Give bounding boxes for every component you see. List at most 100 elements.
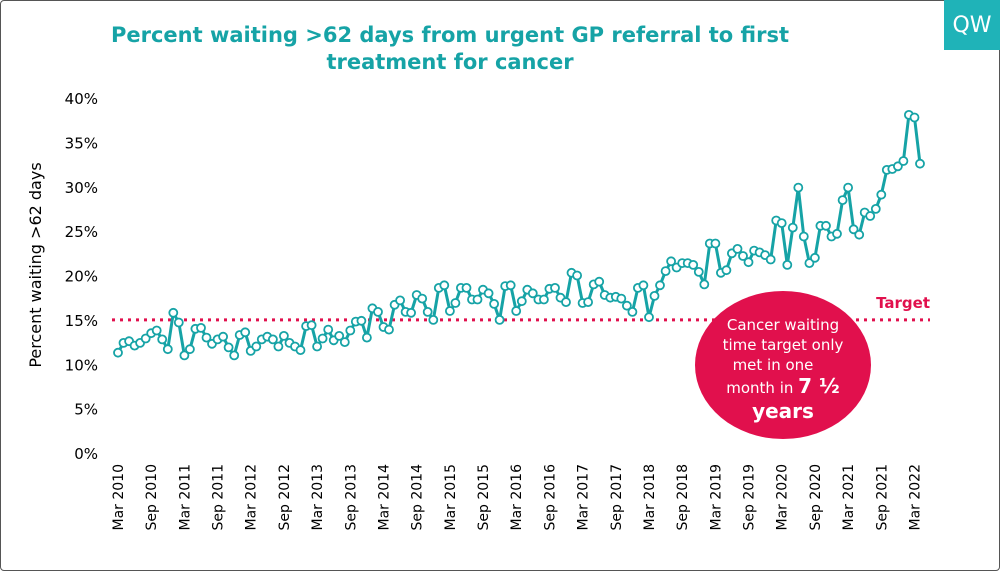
x-tick-label: Sep 2012 [277, 464, 293, 530]
annotation-line3: met in one [733, 356, 814, 374]
data-point [765, 254, 776, 265]
annotation-line4-b: 7 ½ [798, 374, 840, 398]
annotation-line4: month in 7 ½ [726, 374, 840, 398]
data-point [395, 295, 406, 306]
data-point [832, 228, 842, 239]
data-point [505, 280, 516, 291]
data-point [616, 293, 627, 304]
data-point [494, 314, 505, 325]
data-point [251, 341, 262, 352]
x-tick-label: Mar 2014 [376, 464, 392, 531]
data-point [417, 293, 428, 304]
data-point [168, 307, 179, 318]
data-point [649, 290, 660, 301]
data-point [909, 112, 920, 123]
data-point [837, 195, 848, 206]
y-tick-label: 20% [65, 268, 98, 286]
data-point [776, 218, 787, 229]
data-point [373, 306, 383, 317]
data-point [406, 307, 417, 318]
data-point [267, 334, 278, 345]
x-tick-label: Sep 2013 [343, 464, 359, 530]
data-point [876, 189, 887, 200]
data-point [821, 220, 831, 231]
data-point [184, 344, 195, 355]
data-point [710, 238, 721, 249]
annotation-line4-a: month in [726, 379, 798, 397]
data-point [439, 280, 450, 291]
data-point [561, 297, 571, 308]
x-tick-label: Mar 2021 [841, 464, 857, 531]
x-tick-label: Sep 2016 [542, 464, 558, 531]
data-point [638, 280, 649, 291]
data-point [688, 259, 699, 270]
data-point [550, 282, 560, 293]
x-tick-label: Mar 2015 [443, 464, 459, 531]
x-tick-label: Mar 2022 [907, 464, 923, 531]
x-tick-label: Sep 2018 [675, 464, 691, 530]
data-point [361, 332, 372, 343]
data-point [572, 270, 582, 281]
x-tick-label: Sep 2014 [410, 464, 426, 531]
data-point [583, 297, 593, 308]
target-label: Target [876, 294, 930, 312]
data-point [738, 251, 748, 261]
data-point [229, 350, 240, 361]
data-point [655, 280, 665, 291]
x-tick-label: Mar 2013 [310, 464, 326, 531]
data-point [334, 330, 345, 341]
data-point [594, 276, 605, 287]
data-point [622, 300, 632, 311]
data-point [743, 257, 754, 268]
x-tick-label: Mar 2010 [111, 464, 127, 531]
data-point [472, 294, 483, 305]
data-point [721, 265, 732, 276]
y-tick-label: 10% [65, 356, 98, 374]
y-axis-label: Percent waiting >62 days [26, 162, 45, 367]
data-point [693, 266, 704, 277]
x-tick-label: Mar 2018 [642, 464, 658, 531]
y-tick-label: 30% [65, 179, 98, 197]
data-point [306, 320, 317, 331]
data-point [196, 322, 206, 333]
data-point [843, 182, 853, 193]
data-point [162, 344, 173, 355]
data-point [240, 327, 251, 338]
x-tick-label: Mar 2016 [509, 464, 525, 531]
x-tick-label: Mar 2011 [177, 464, 193, 531]
data-point [644, 312, 654, 323]
chart-title: Percent waiting >62 days from urgent GP … [110, 23, 789, 74]
data-point [699, 279, 710, 290]
data-point [865, 211, 876, 221]
data-point [113, 347, 123, 358]
data-point [787, 222, 798, 233]
data-point [323, 324, 334, 335]
x-tick-label: Mar 2017 [576, 464, 592, 531]
y-tick-label: 25% [65, 223, 98, 241]
y-tick-label: 0% [74, 445, 98, 463]
data-point [461, 282, 472, 293]
data-point [345, 325, 356, 336]
data-point [898, 156, 909, 166]
qw-logo: QW [944, 0, 1000, 50]
data-point [848, 224, 859, 235]
data-point [511, 306, 522, 316]
data-point [516, 296, 527, 307]
y-tick-label: 40% [65, 90, 98, 108]
annotation-line1: Cancer waiting [727, 316, 839, 334]
data-point [218, 331, 229, 342]
data-point [915, 158, 925, 169]
data-point [732, 243, 743, 254]
x-tick-label: Sep 2020 [808, 464, 824, 530]
x-tick-label: Sep 2015 [476, 464, 492, 530]
data-point [223, 342, 234, 353]
data-point [151, 325, 162, 336]
x-tick-label: Sep 2021 [874, 464, 890, 530]
data-point [870, 203, 881, 214]
data-point [278, 330, 289, 341]
data-point [317, 333, 328, 344]
y-tick-label: 15% [65, 312, 98, 330]
annotation-line5: years [752, 399, 814, 423]
data-point [810, 252, 820, 263]
data-point [444, 306, 455, 316]
